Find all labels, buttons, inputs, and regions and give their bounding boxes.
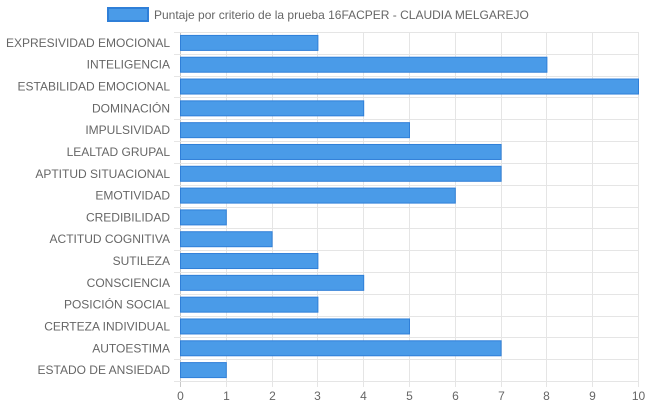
x-tick-label: 7 [498, 389, 505, 403]
x-tick-label: 4 [360, 389, 367, 403]
bar[interactable] [180, 56, 548, 73]
category-label: CERTEZA INDIVIDUAL [44, 319, 170, 333]
legend[interactable]: Puntaje por criterio de la prueba 16FACP… [107, 7, 529, 22]
bar[interactable] [180, 100, 365, 117]
bar[interactable] [180, 231, 273, 248]
x-tick-label: 3 [314, 389, 321, 403]
category-label: DOMINACIÓN [92, 100, 170, 115]
bar[interactable] [180, 253, 319, 270]
legend-swatch [107, 7, 149, 22]
bar[interactable] [180, 122, 410, 139]
bar[interactable] [180, 362, 227, 379]
x-axis-tick-labels: 0 1 2 3 4 5 6 7 8 9 10 [177, 389, 645, 403]
category-label: AUTOESTIMA [92, 341, 170, 355]
legend-label: Puntaje por criterio de la prueba 16FACP… [154, 8, 529, 22]
x-tick-label: 10 [632, 389, 646, 403]
category-label: SUTILEZA [113, 254, 170, 268]
category-label: INTELIGENCIA [87, 58, 170, 72]
x-tick-label: 1 [223, 389, 230, 403]
bar[interactable] [180, 296, 319, 313]
x-tick-label: 6 [452, 389, 459, 403]
x-tick-label: 9 [589, 389, 596, 403]
category-label: ACTITUD COGNITIVA [50, 232, 170, 246]
bar[interactable] [180, 274, 365, 291]
bar[interactable] [180, 78, 639, 95]
category-label: IMPULSIVIDAD [85, 123, 170, 137]
x-tick-label: 2 [269, 389, 276, 403]
bar[interactable] [180, 318, 410, 335]
category-label: EMOTIVIDAD [95, 189, 170, 203]
x-tick-label: 8 [543, 389, 550, 403]
category-label: APTITUD SITUACIONAL [35, 167, 170, 181]
category-label: LEALTAD GRUPAL [67, 145, 171, 159]
category-label: CREDIBILIDAD [86, 210, 170, 224]
category-labels: EXPRESIVIDAD EMOCIONAL INTELIGENCIA ESTABI… [6, 36, 170, 377]
category-label: POSICIÓN SOCIAL [64, 297, 170, 312]
x-tick-label: 5 [406, 389, 413, 403]
x-tick-label: 0 [177, 389, 184, 403]
bar[interactable] [180, 34, 319, 51]
category-label: EXPRESIVIDAD EMOCIONAL [6, 36, 170, 50]
category-label: CONSCIENCIA [87, 276, 170, 290]
bar[interactable] [180, 143, 502, 160]
bar[interactable] [180, 340, 502, 357]
category-label: ESTABILIDAD EMOCIONAL [18, 80, 171, 94]
bar[interactable] [180, 187, 456, 204]
bar[interactable] [180, 165, 502, 182]
bars [180, 34, 639, 379]
category-label: ESTADO DE ANSIEDAD [38, 363, 171, 377]
bar[interactable] [180, 209, 227, 226]
